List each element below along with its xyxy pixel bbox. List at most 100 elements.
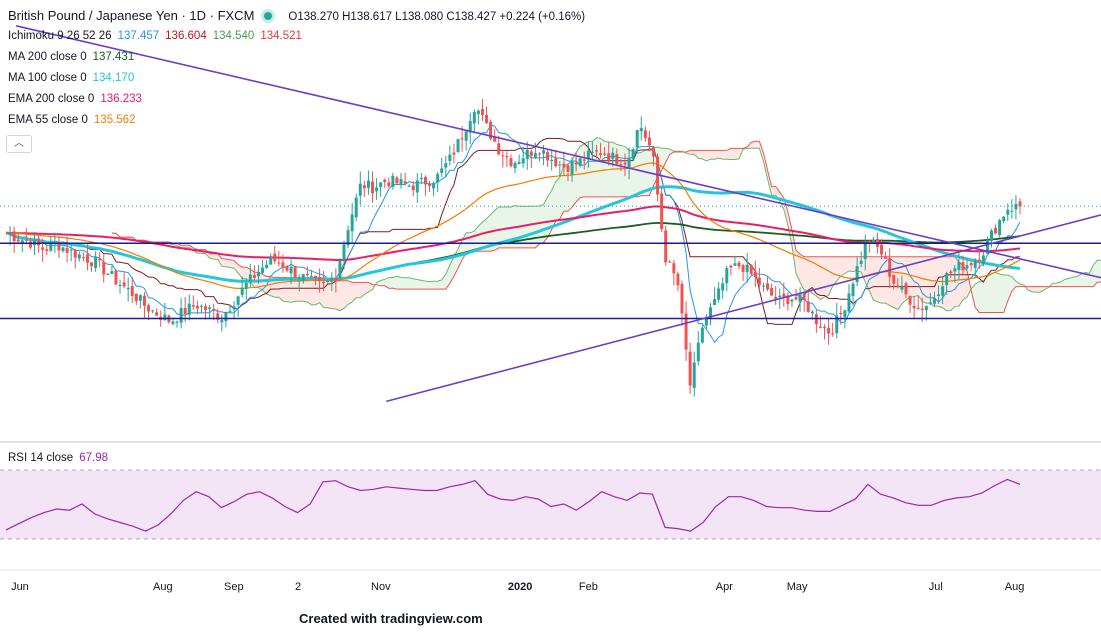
- candle-body: [599, 153, 603, 155]
- candle-body: [639, 128, 643, 132]
- ichimoku-cloud-segment: [633, 151, 638, 197]
- candle-body: [138, 295, 142, 301]
- ichimoku-cloud-segment: [787, 212, 792, 246]
- candle-body: [334, 277, 338, 281]
- candle-body: [749, 265, 753, 274]
- candle-body: [761, 285, 765, 287]
- rsi-label[interactable]: RSI 14 close: [8, 452, 74, 464]
- candle-body: [994, 227, 998, 234]
- collapse-legend-icon[interactable]: ︿: [6, 135, 32, 153]
- candle-body: [916, 307, 920, 309]
- candle-body: [346, 230, 350, 246]
- ichimoku-cloud-segment: [775, 186, 780, 201]
- main-pane: [0, 25, 1101, 403]
- candle-body: [521, 158, 525, 164]
- candle-body: [871, 239, 875, 243]
- ichimoku-cloud-segment: [665, 148, 670, 163]
- candle-body: [782, 293, 786, 297]
- watermark-footer: Created with tradingview.com: [299, 611, 483, 626]
- candle-body: [1006, 209, 1010, 215]
- candle-body: [725, 268, 729, 284]
- time-axis-label: Apr: [716, 581, 733, 593]
- candle-body: [676, 273, 680, 286]
- ichimoku-cloud-segment: [417, 279, 422, 290]
- candle-body: [419, 177, 423, 179]
- candle-body: [464, 131, 468, 141]
- ichimoku-cloud-segment: [824, 256, 829, 297]
- ichimoku-cloud-segment: [637, 152, 642, 197]
- candle-body: [354, 197, 358, 218]
- candle-body: [745, 264, 749, 272]
- candle-body: [485, 114, 489, 123]
- time-axis-label: May: [787, 581, 808, 593]
- candle-body: [85, 254, 89, 263]
- indicator-legend-row[interactable]: EMA 55 close 0 135.562: [8, 114, 135, 126]
- ichimoku-cloud-segment: [751, 141, 756, 149]
- candle-body: [81, 256, 85, 258]
- ichimoku-cloud-segment: [1097, 260, 1101, 283]
- rsi-value: 67.98: [79, 452, 108, 464]
- indicator-legend-row[interactable]: MA 100 close 0 134.170: [8, 72, 134, 84]
- candle-body: [904, 283, 908, 295]
- ichimoku-cloud-segment: [221, 258, 226, 267]
- ichimoku-cloud-segment: [669, 149, 674, 155]
- indicator-legend-row[interactable]: Ichimoku 9 26 52 26 137.457 136.604 134.540…: [8, 30, 302, 42]
- candle-body: [786, 295, 790, 305]
- candle-body: [501, 155, 505, 157]
- indicator-legend-row[interactable]: MA 200 close 0 137.431: [8, 51, 134, 63]
- ichimoku-cloud-segment: [820, 256, 825, 300]
- candle-body: [635, 130, 639, 148]
- ichimoku-cloud-segment: [893, 256, 898, 310]
- ichimoku-cloud-segment: [396, 276, 402, 290]
- candle-body: [855, 266, 859, 283]
- ichimoku-cloud-segment: [380, 279, 385, 286]
- candle-body: [191, 305, 195, 307]
- candle-body: [733, 263, 737, 266]
- indicator-legend-row[interactable]: EMA 200 close 0 136.233: [8, 93, 142, 105]
- candle-body: [981, 255, 985, 264]
- candle-body: [823, 326, 827, 328]
- rsi-band: [0, 470, 1101, 539]
- candle-body: [717, 288, 721, 300]
- indicator-value: 136.604: [165, 30, 207, 42]
- ichimoku-cloud-segment: [726, 148, 731, 160]
- candle-body: [415, 180, 419, 193]
- candle-body: [375, 187, 379, 192]
- candle-body: [1018, 201, 1022, 207]
- ichimoku-cloud-segment: [498, 206, 503, 248]
- candle-body: [554, 158, 558, 167]
- ichimoku-cloud-segment: [698, 150, 703, 159]
- ichimoku-cloud-segment: [791, 230, 797, 274]
- candle-body: [941, 286, 945, 296]
- candle-body: [395, 177, 399, 184]
- candle-body: [8, 233, 12, 235]
- candle-body: [961, 262, 965, 271]
- time-axis-label: 2: [295, 581, 301, 593]
- ichimoku-cloud-segment: [295, 277, 300, 302]
- candle-body: [289, 267, 293, 274]
- candle-body: [1002, 216, 1006, 222]
- candle-body: [338, 260, 342, 279]
- candle-body: [147, 305, 151, 312]
- market-status-icon: [264, 12, 273, 20]
- candle-body: [252, 275, 256, 278]
- candle-body: [863, 243, 867, 259]
- candle-body: [668, 261, 672, 263]
- candle-body: [582, 159, 586, 161]
- ichimoku-cloud-segment: [690, 150, 695, 155]
- trendline-descending: [15, 25, 1101, 279]
- time-axis-label: Jul: [929, 581, 943, 593]
- candle-body: [456, 139, 460, 152]
- candle-body: [892, 275, 896, 284]
- ichimoku-cloud-segment: [356, 282, 361, 298]
- candle-body: [37, 238, 41, 246]
- ichimoku-cloud-segment: [303, 277, 308, 303]
- symbol-title[interactable]: British Pound / Japanese Yen · 1D · FXCM: [8, 8, 255, 23]
- ichimoku-cloud-segment: [437, 279, 442, 290]
- candle-body: [603, 153, 607, 155]
- candle-body: [949, 271, 953, 274]
- candle-body: [546, 152, 550, 161]
- candle-body: [550, 159, 554, 161]
- time-axis-label: Feb: [579, 581, 598, 593]
